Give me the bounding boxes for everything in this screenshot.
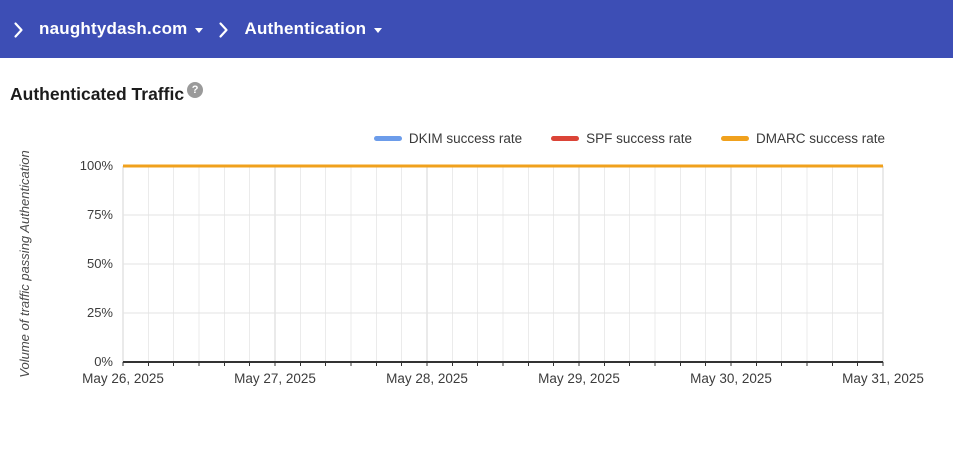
chevron-right-icon	[218, 21, 229, 39]
domain-dropdown[interactable]: naughtydash.com	[39, 19, 204, 39]
y-tick-label: 50%	[86, 256, 113, 271]
y-tick-label: 25%	[86, 305, 113, 320]
legend-item: SPF success rate	[551, 131, 692, 146]
y-tick-label: 0%	[94, 354, 113, 369]
legend-label: DMARC success rate	[755, 131, 885, 146]
x-tick-label: May 30, 2025	[690, 371, 772, 386]
domain-label: naughtydash.com	[39, 19, 188, 38]
page-title: Authenticated Traffic	[10, 84, 185, 104]
x-tick-label: May 28, 2025	[386, 371, 468, 386]
x-tick-label: May 27, 2025	[234, 371, 316, 386]
topbar: naughtydash.com Authentication	[0, 0, 953, 58]
legend-label: DKIM success rate	[408, 131, 523, 146]
y-axis-ticks: 0% 25% 50% 75% 100%	[0, 158, 113, 369]
x-tick-label: May 29, 2025	[538, 371, 620, 386]
legend-label: SPF success rate	[586, 131, 692, 146]
x-axis-ticks: May 26, 2025 May 27, 2025 May 28, 2025 May …	[82, 371, 924, 391]
x-tick-label: May 31, 2025	[842, 371, 924, 386]
section-label: Authentication	[244, 19, 367, 38]
legend-item: DMARC success rate	[720, 131, 885, 146]
title-row: Authenticated Traffic ?	[10, 82, 204, 105]
chart-plot[interactable]	[122, 164, 884, 368]
caret-down-icon	[195, 27, 204, 33]
legend-swatch	[551, 136, 580, 141]
legend-swatch	[373, 136, 402, 141]
y-tick-label: 100%	[79, 158, 113, 173]
caret-down-icon	[374, 27, 383, 33]
x-tick-label: May 26, 2025	[82, 371, 164, 386]
legend-item: DKIM success rate	[373, 131, 523, 146]
chevron-right-icon	[13, 21, 24, 39]
section-dropdown[interactable]: Authentication	[244, 19, 383, 39]
help-icon[interactable]: ?	[187, 82, 204, 98]
chart-legend: DKIM success rate SPF success rate DMARC s…	[373, 131, 885, 146]
y-tick-label: 75%	[86, 207, 113, 222]
legend-swatch	[720, 136, 749, 141]
